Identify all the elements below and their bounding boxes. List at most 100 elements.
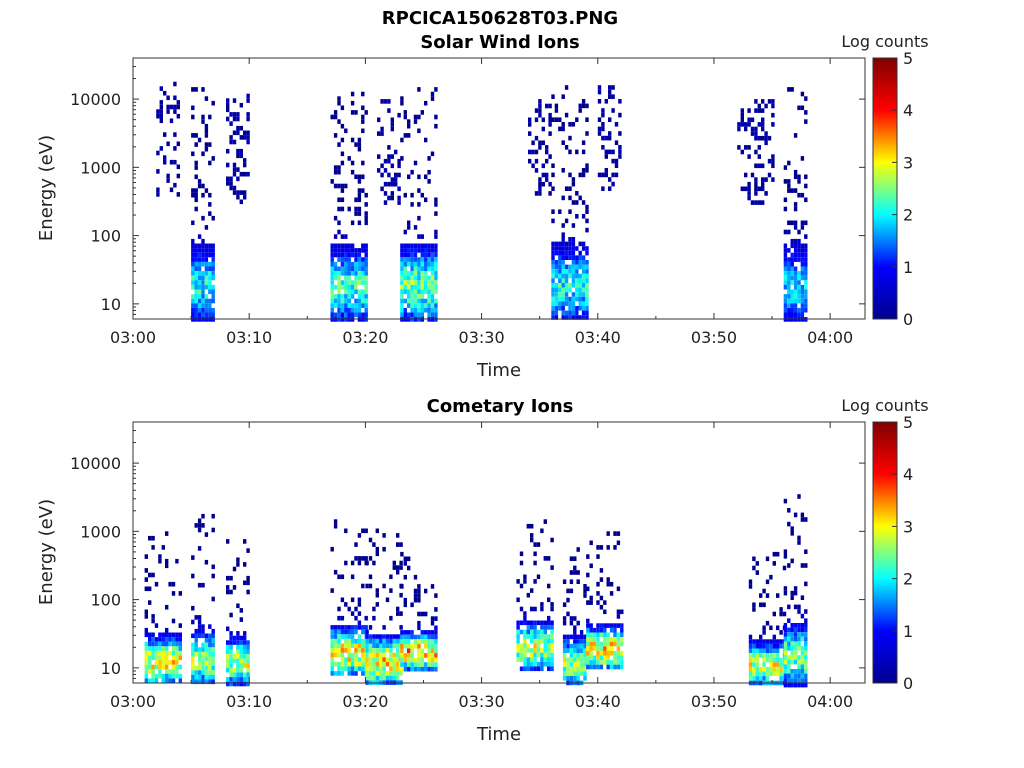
heatmap-cell	[243, 190, 247, 195]
heatmap-cell	[787, 188, 791, 193]
heatmap-cell	[427, 289, 431, 295]
heatmap-cell	[191, 133, 195, 138]
heatmap-cell	[350, 307, 355, 313]
heatmap-cell	[430, 639, 435, 644]
heatmap-cell	[562, 653, 567, 658]
heatmap-cell	[226, 589, 230, 595]
heatmap-cell	[347, 648, 351, 653]
heatmap-cell	[424, 261, 428, 267]
heatmap-cell	[194, 197, 198, 203]
heatmap-cell	[197, 546, 202, 551]
heatmap-cell	[194, 188, 198, 193]
heatmap-cell	[752, 653, 756, 658]
heatmap-cell	[618, 112, 622, 118]
heatmap-cell	[424, 271, 428, 276]
heatmap-cell	[793, 243, 798, 249]
heatmap-cell	[769, 662, 773, 667]
heatmap-cell	[201, 284, 205, 290]
heatmap-cell	[232, 667, 237, 673]
heatmap-cell	[804, 618, 808, 623]
heatmap-cell	[191, 105, 195, 111]
heatmap-cell	[575, 191, 579, 196]
heatmap-cell	[417, 662, 421, 667]
heatmap-cell	[399, 666, 403, 672]
heatmap-cell	[340, 234, 345, 239]
heatmap-cell	[558, 209, 562, 214]
heatmap-cell	[156, 169, 160, 174]
x-tick-label: 03:10	[226, 328, 272, 347]
heatmap-cell	[597, 172, 602, 178]
heatmap-cell	[365, 661, 369, 667]
heatmap-cell	[434, 639, 438, 644]
heatmap-cell	[357, 192, 362, 198]
heatmap-cell	[771, 99, 775, 104]
heatmap-cell	[793, 650, 798, 656]
heatmap-cell	[609, 660, 614, 665]
heatmap-cell	[236, 667, 240, 673]
heatmap-cell	[236, 603, 240, 609]
heatmap-cell	[168, 650, 172, 656]
heatmap-cell	[165, 637, 169, 642]
heatmap-cell	[434, 229, 438, 235]
heatmap-cell	[204, 633, 209, 639]
heatmap-cell	[211, 298, 215, 304]
heatmap-cell	[536, 666, 541, 672]
heatmap-cell	[804, 220, 808, 226]
heatmap-cell	[534, 149, 539, 155]
heatmap-cell	[779, 607, 783, 612]
heatmap-cell	[526, 666, 530, 672]
heatmap-cell	[407, 243, 411, 249]
heatmap-cell	[171, 650, 176, 656]
heatmap-cell	[430, 261, 435, 267]
heatmap-cell	[564, 145, 569, 150]
heatmap-cell	[586, 655, 590, 661]
heatmap-cell	[530, 537, 534, 543]
heatmap-cell	[201, 523, 205, 528]
heatmap-cell	[368, 643, 373, 649]
heatmap-cell	[611, 149, 615, 155]
heatmap-cell	[772, 551, 776, 557]
heatmap-cell	[424, 303, 428, 308]
heatmap-cell	[571, 269, 576, 274]
heatmap-cell	[330, 284, 334, 290]
heatmap-cell	[585, 131, 589, 136]
heatmap-cell	[589, 655, 593, 661]
heatmap-cell	[344, 275, 348, 281]
heatmap-cell	[330, 252, 334, 258]
heatmap-cell	[589, 637, 593, 642]
heatmap-cell	[197, 582, 202, 588]
heatmap-cell	[564, 186, 569, 191]
heatmap-cell	[783, 206, 788, 212]
heatmap-cell	[357, 611, 362, 616]
heatmap-cell	[769, 639, 773, 644]
heatmap-cell	[211, 289, 215, 295]
heatmap-cell	[201, 257, 205, 262]
heatmap-cell	[606, 637, 610, 642]
heatmap-cell	[375, 643, 379, 649]
heatmap-cell	[144, 586, 148, 592]
heatmap-cell	[538, 108, 542, 113]
heatmap-cell	[578, 315, 582, 320]
heatmap-cell	[592, 637, 597, 642]
heatmap-cell	[194, 628, 198, 634]
heatmap-cell	[585, 269, 589, 274]
heatmap-cell	[357, 643, 362, 649]
heatmap-cell	[372, 643, 376, 649]
heatmap-cell	[430, 298, 435, 304]
heatmap-cell	[168, 669, 172, 674]
heatmap-cell	[793, 636, 798, 642]
heatmap-cell	[197, 294, 202, 299]
heatmap-cell	[347, 252, 351, 258]
heatmap-cell	[357, 294, 362, 299]
heatmap-cell	[548, 191, 552, 196]
heatmap-cell	[194, 633, 198, 639]
heatmap-cell	[609, 646, 614, 651]
heatmap-cell	[246, 654, 250, 659]
heatmap-cell	[434, 653, 438, 658]
heatmap-cell	[390, 195, 394, 201]
heatmap-cell	[379, 648, 383, 653]
heatmap-cell	[759, 676, 763, 681]
heatmap-cell	[340, 671, 345, 676]
heatmap-cell	[191, 261, 195, 267]
